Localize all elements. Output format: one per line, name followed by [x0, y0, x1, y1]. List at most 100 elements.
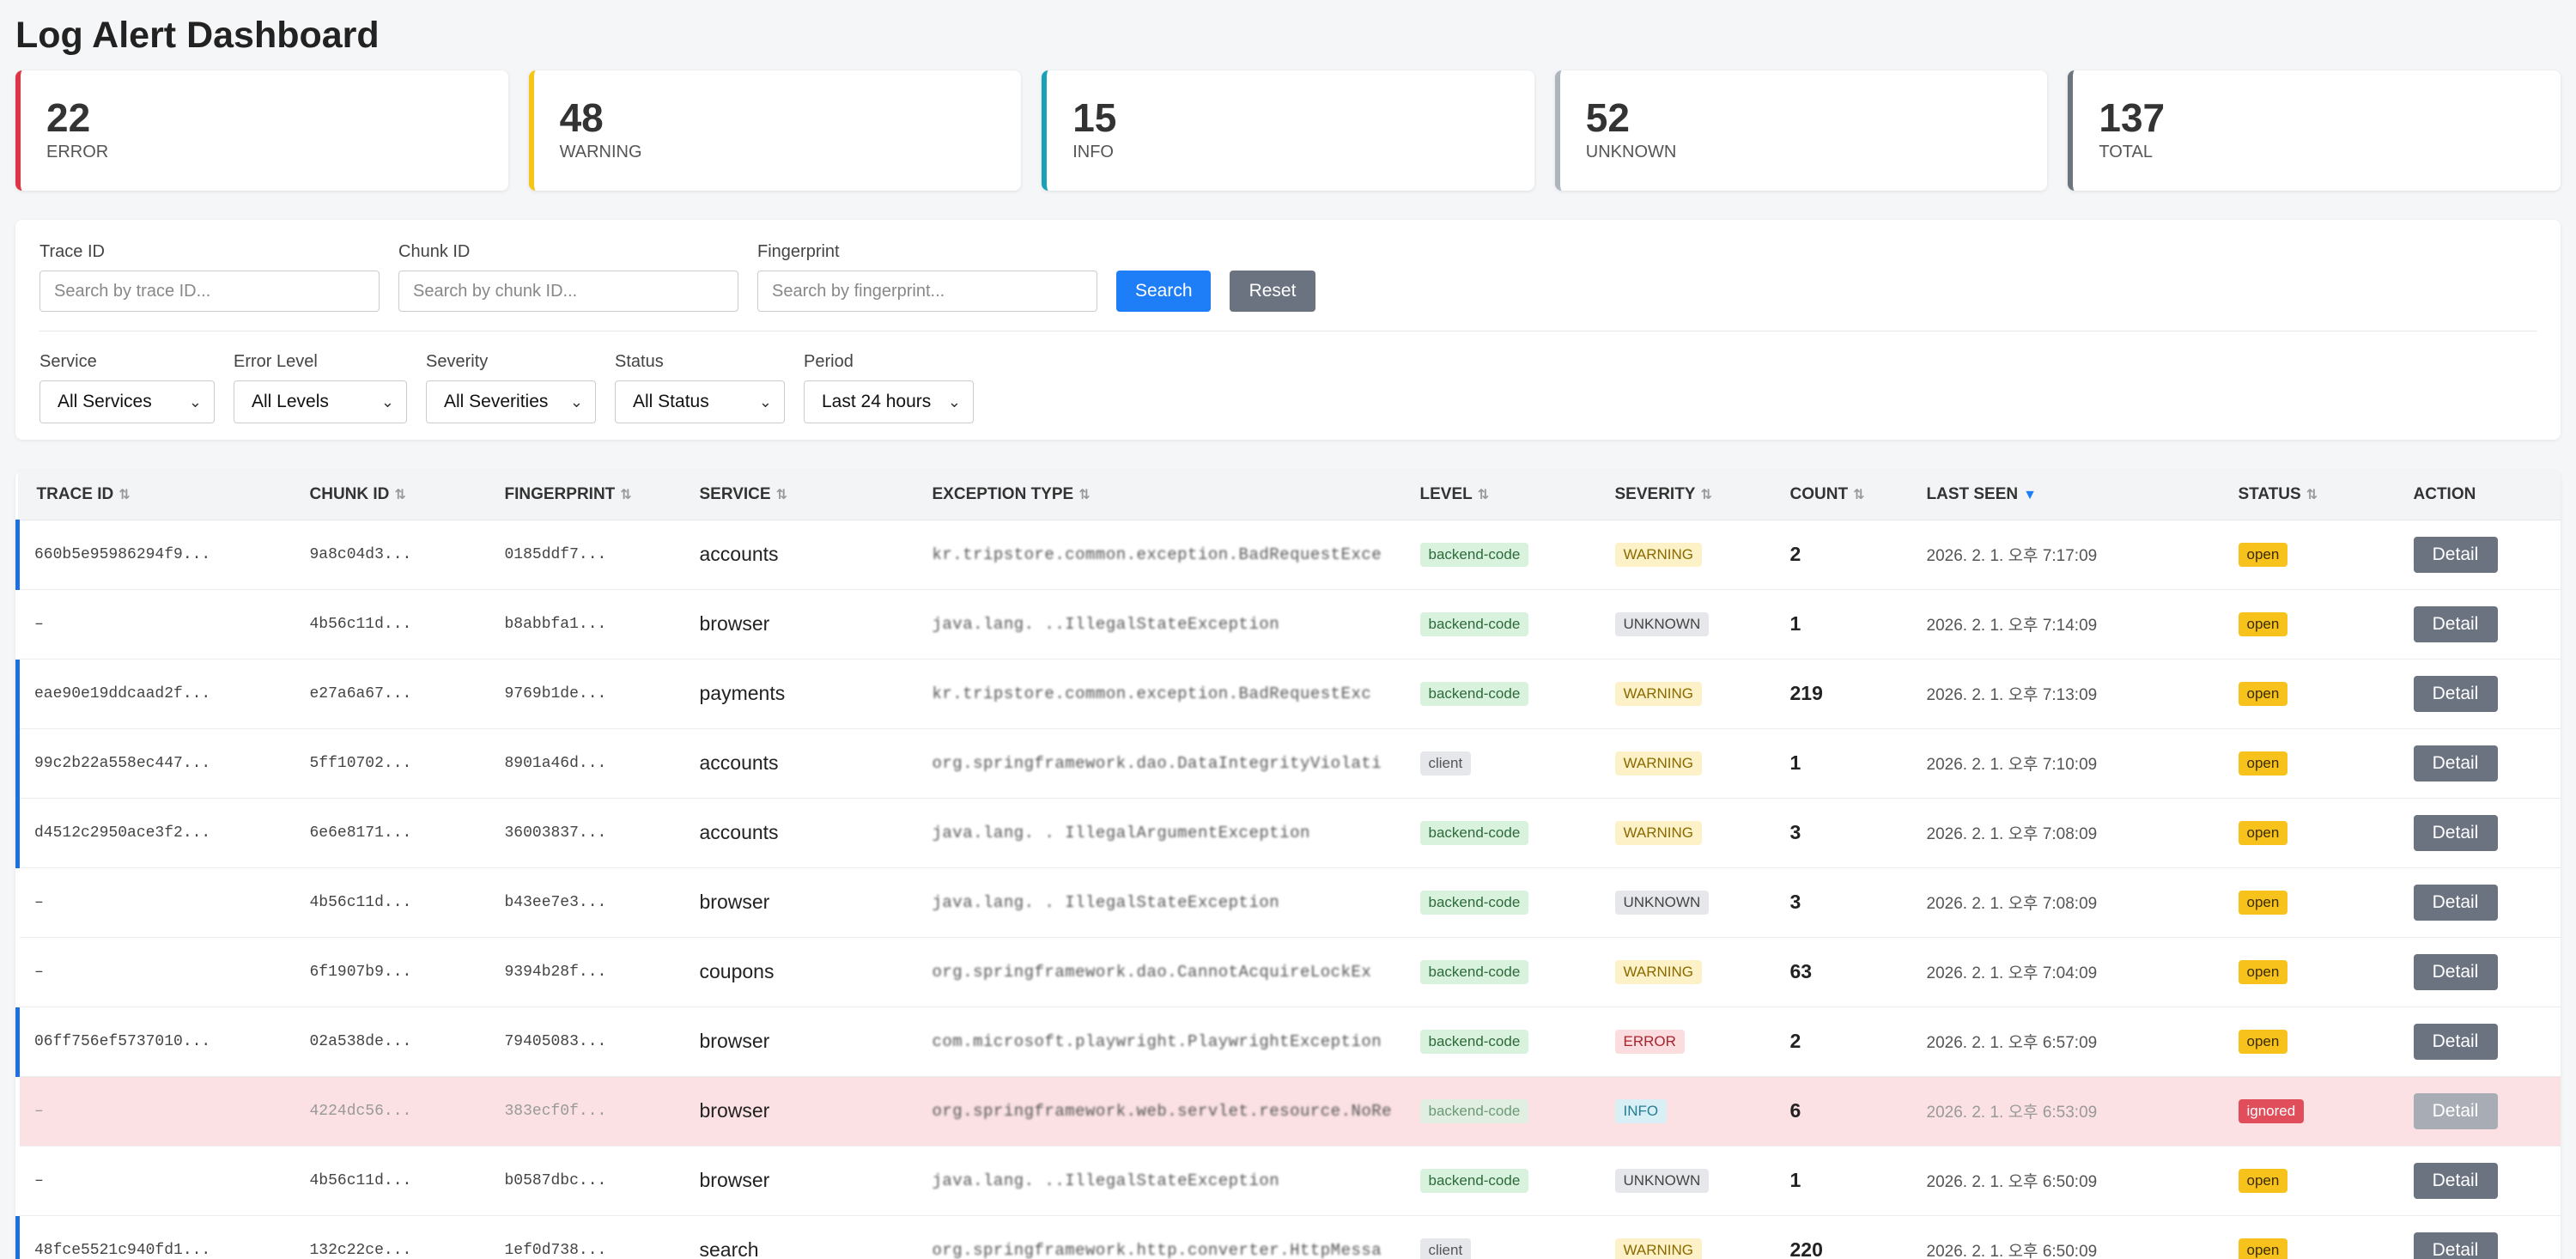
chunk-id-cell: e27a6a67... [290, 659, 486, 729]
table-header-row: TRACE ID ⇅ CHUNK ID ⇅ FINGERPRINT ⇅ SERVICE ⇅ EX… [17, 471, 2561, 520]
level-badge: backend-code [1419, 542, 1529, 567]
detail-button[interactable]: Detail [2413, 884, 2498, 921]
fingerprint-cell: b43ee7e3... [485, 867, 681, 938]
column-header-chunk-id[interactable]: CHUNK ID ⇅ [290, 471, 486, 520]
chunk-id-cell: 132c22ce... [290, 1215, 486, 1259]
column-header-label: TRACE ID [36, 485, 114, 504]
detail-button[interactable]: Detail [2413, 1232, 2498, 1259]
status-select[interactable]: All Status ⌄ [615, 380, 785, 423]
exception-type-text: com.microsoft.playwright.PlaywrightExcep… [932, 1031, 1382, 1051]
detail-button[interactable]: Detail [2413, 745, 2498, 782]
exception-type-text: org.springframework.web.servlet.resource… [932, 1101, 1393, 1121]
fingerprint-cell: b8abbfa1... [485, 589, 681, 660]
column-header-status[interactable]: STATUS ⇅ [2219, 471, 2395, 520]
action-cell: Detail [2394, 520, 2561, 590]
last-seen-cell: 2026. 2. 1. 오후 6:53:09 [1907, 1076, 2220, 1146]
search-button[interactable]: Search [1116, 271, 1211, 312]
stat-card-error: 22 ERROR [15, 70, 508, 191]
table-row: 660b5e95986294f9... 9a8c04d3... 0185ddf7..… [15, 520, 2561, 590]
service-cell: browser [680, 867, 914, 938]
severity-badge: ERROR [1614, 1029, 1685, 1054]
detail-button[interactable]: Detail [2413, 536, 2498, 573]
stat-value: 48 [559, 95, 604, 140]
severity-badge: UNKNOWN [1614, 1168, 1710, 1193]
severity-badge: WARNING [1614, 959, 1703, 984]
status-cell: open [2219, 659, 2395, 729]
detail-button[interactable]: Detail [2413, 814, 2498, 851]
level-badge: backend-code [1419, 611, 1529, 636]
action-cell: Detail [2394, 1007, 2561, 1077]
fingerprint-cell: 79405083... [485, 1007, 681, 1077]
column-header-label: FINGERPRINT [504, 485, 616, 504]
status-cell: open [2219, 798, 2395, 868]
detail-button[interactable]: Detail [2413, 675, 2498, 712]
status-cell: open [2219, 1146, 2395, 1216]
sort-icon: ⇅ [1477, 488, 1490, 503]
action-cell: Detail [2394, 937, 2561, 1007]
severity-cell: ERROR [1595, 1007, 1771, 1077]
severity-cell: UNKNOWN [1595, 589, 1771, 660]
severity-cell: WARNING [1595, 1215, 1771, 1259]
status-badge: open [2238, 820, 2288, 845]
stat-card-info: 15 INFO [1042, 70, 1534, 191]
sort-icon: ⇅ [1853, 488, 1865, 503]
detail-button[interactable]: Detail [2413, 1092, 2498, 1129]
chunk-id-cell: 6f1907b9... [290, 937, 486, 1007]
sort-icon: ⇅ [620, 488, 632, 503]
stat-label: WARNING [559, 143, 642, 161]
exception-type-text: java.lang. . IllegalArgumentException [932, 823, 1310, 842]
column-header-label: LAST SEEN [1926, 485, 2019, 504]
service-select[interactable]: All Services ⌄ [39, 380, 215, 423]
exception-type-cell: kr.tripstore.common.exception.BadRequest… [913, 520, 1401, 590]
level-cell: backend-code [1400, 1076, 1596, 1146]
severity-cell: WARNING [1595, 659, 1771, 729]
exception-type-cell: java.lang. . IllegalArgumentException [913, 798, 1401, 868]
fingerprint-input[interactable] [757, 271, 1097, 312]
status-badge: open [2238, 1029, 2288, 1054]
chunk-id-cell: 6e6e8171... [290, 798, 486, 868]
reset-button[interactable]: Reset [1230, 271, 1315, 312]
period-select[interactable]: Last 24 hours ⌄ [804, 380, 974, 423]
status-cell: open [2219, 589, 2395, 660]
sort-icon: ⇅ [2306, 488, 2318, 503]
trace-id-input[interactable] [39, 271, 380, 312]
column-header-exception-type[interactable]: EXCEPTION TYPE ⇅ [913, 471, 1401, 520]
severity-cell: WARNING [1595, 937, 1771, 1007]
chunk-id-input[interactable] [398, 271, 738, 312]
stat-value: 15 [1072, 95, 1117, 140]
severity-select-value: All Severities [444, 392, 549, 411]
column-header-count[interactable]: COUNT ⇅ [1771, 471, 1908, 520]
detail-button[interactable]: Detail [2413, 953, 2498, 990]
last-seen-cell: 2026. 2. 1. 오후 7:08:09 [1907, 867, 2220, 938]
column-header-last-seen[interactable]: LAST SEEN ▼ [1907, 471, 2220, 520]
status-badge: open [2238, 611, 2288, 636]
exception-type-cell: org.springframework.web.servlet.resource… [913, 1076, 1401, 1146]
severity-select[interactable]: All Severities ⌄ [426, 380, 596, 423]
fingerprint-cell: 9394b28f... [485, 937, 681, 1007]
column-header-service[interactable]: SERVICE ⇅ [680, 471, 914, 520]
count-cell: 220 [1771, 1215, 1908, 1259]
trace-id-cell: 99c2b22a558ec447... [15, 728, 291, 799]
detail-button[interactable]: Detail [2413, 605, 2498, 642]
column-header-trace-id[interactable]: TRACE ID ⇅ [17, 471, 291, 520]
level-filter: Error Level All Levels ⌄ [234, 352, 407, 423]
detail-button[interactable]: Detail [2413, 1023, 2498, 1060]
count-cell: 1 [1771, 1146, 1908, 1216]
column-header-fingerprint[interactable]: FINGERPRINT ⇅ [485, 471, 681, 520]
column-header-severity[interactable]: SEVERITY ⇅ [1595, 471, 1771, 520]
exception-type-cell: com.microsoft.playwright.PlaywrightExcep… [913, 1007, 1401, 1077]
detail-button[interactable]: Detail [2413, 1162, 2498, 1199]
severity-cell: INFO [1595, 1076, 1771, 1146]
status-badge: ignored [2238, 1098, 2305, 1123]
level-cell: client [1400, 1215, 1596, 1259]
action-cell: Detail [2394, 1076, 2561, 1146]
last-seen-cell: 2026. 2. 1. 오후 7:04:09 [1907, 937, 2220, 1007]
period-select-value: Last 24 hours [822, 392, 932, 411]
column-header-level[interactable]: LEVEL ⇅ [1400, 471, 1596, 520]
level-select[interactable]: All Levels ⌄ [234, 380, 407, 423]
service-filter: Service All Services ⌄ [39, 352, 215, 423]
table-row: 99c2b22a558ec447... 5ff10702... 8901a46d..… [15, 728, 2561, 799]
count-cell: 3 [1771, 867, 1908, 938]
action-cell: Detail [2394, 798, 2561, 868]
level-badge: client [1419, 1238, 1472, 1259]
